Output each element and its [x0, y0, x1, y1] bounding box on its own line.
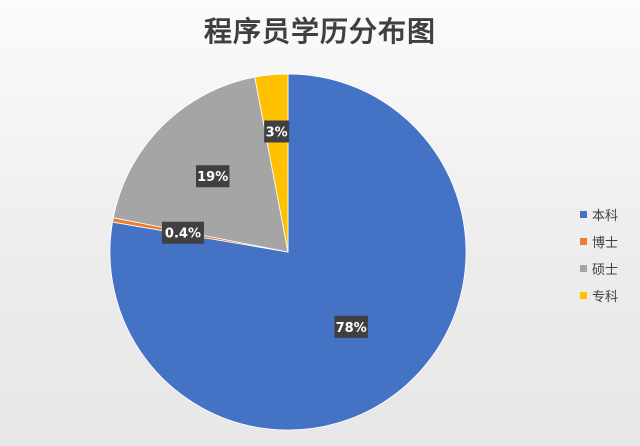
- data-label-phd: 0.4%: [161, 221, 204, 244]
- data-label-bachelor: 78%: [334, 315, 368, 338]
- legend-swatch: [580, 265, 587, 272]
- legend-label: 本科: [592, 209, 619, 224]
- legend: 本科 博士 硕士 专科: [580, 201, 618, 309]
- legend-item-associate: 专科: [580, 282, 618, 309]
- chart-title: 程序员学历分布图: [203, 15, 436, 48]
- data-label-text: 0.4%: [165, 227, 201, 242]
- data-label-text: 3%: [266, 125, 288, 140]
- data-label-master: 19%: [195, 165, 230, 188]
- pie-slice-associate: [254, 73, 289, 253]
- data-label-box: [264, 120, 290, 143]
- pie-slice-master: [112, 76, 289, 253]
- legend-item-bachelor: 本科: [580, 201, 618, 228]
- data-label-box: [161, 221, 204, 244]
- data-label-associate: 3%: [264, 120, 290, 143]
- legend-label: 博士: [592, 236, 619, 251]
- legend-swatch: [580, 292, 587, 299]
- legend-label: 专科: [592, 290, 619, 305]
- legend-item-phd: 博士: [580, 228, 618, 255]
- data-label-box: [195, 165, 230, 188]
- legend-swatch: [580, 211, 587, 218]
- legend-swatch: [580, 238, 587, 245]
- data-label-box: [334, 315, 368, 338]
- data-label-text: 78%: [336, 321, 367, 336]
- legend-label: 硕士: [592, 263, 619, 278]
- legend-item-master: 硕士: [580, 255, 618, 282]
- pie-slice-bachelor: [109, 73, 467, 431]
- data-label-text: 19%: [197, 170, 228, 185]
